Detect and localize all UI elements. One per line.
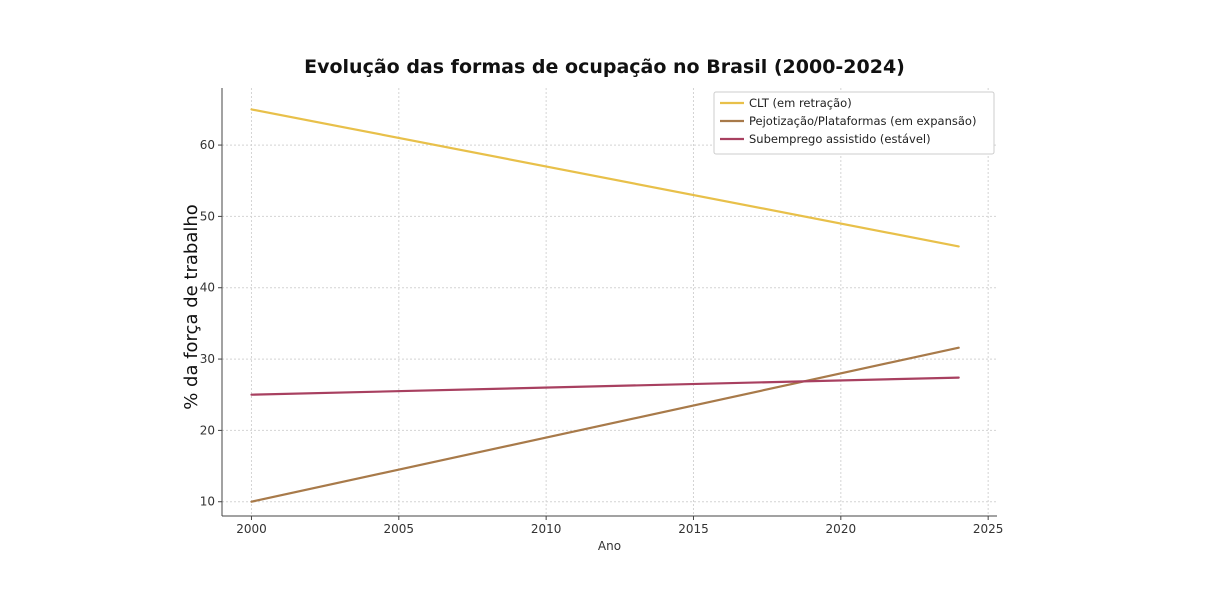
series-line-1 — [250, 108, 960, 248]
tick-labels: 2000 2005 2010 2015 2020 2025 10 20 30 40 50 60 — [200, 138, 1004, 536]
legend-entry-label: Subemprego assistido (estável) — [749, 132, 931, 146]
y-tick-label: 60 — [200, 138, 215, 152]
series-lines — [250, 108, 960, 503]
x-tick-label: 2005 — [384, 522, 415, 536]
legend-entry-label: Pejotização/Plataformas (em expansão) — [749, 114, 976, 128]
x-tick-label: 2010 — [531, 522, 562, 536]
legend-entry-label: CLT (em retração) — [749, 96, 852, 110]
x-axis-label: Ano — [598, 539, 621, 553]
y-axis-label: % da força de trabalho — [181, 204, 202, 410]
y-tick-label: 10 — [200, 495, 215, 509]
legend-box — [713, 91, 995, 155]
grid-lines — [222, 88, 997, 516]
series-line-3 — [250, 376, 960, 396]
axes — [221, 88, 997, 517]
legend: CLT (em retração) Pejotização/Plataformas… — [713, 91, 995, 155]
chart-title: Evolução das formas de ocupação no Brasi… — [304, 56, 905, 78]
y-tick-label: 40 — [200, 281, 215, 295]
y-tick-label: 20 — [200, 423, 215, 437]
y-tick-label: 30 — [200, 352, 215, 366]
series-line-2 — [250, 346, 960, 503]
x-tick-label: 2000 — [236, 522, 267, 536]
x-tick-label: 2025 — [973, 522, 1004, 536]
x-tick-label: 2015 — [678, 522, 709, 536]
x-tick-label: 2020 — [826, 522, 857, 536]
y-tick-label: 50 — [200, 209, 215, 223]
